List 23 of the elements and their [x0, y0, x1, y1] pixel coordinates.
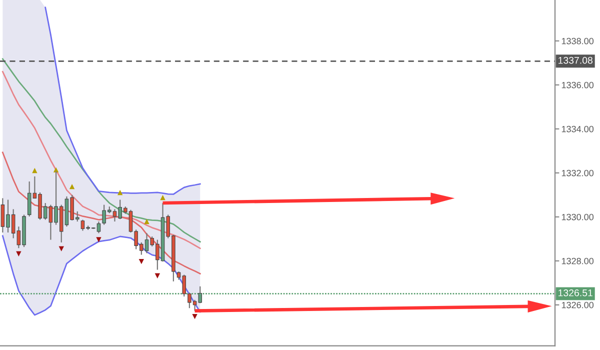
point	[192, 314, 198, 320]
ref-line-label: 1337.08	[558, 56, 592, 64]
point	[96, 237, 102, 242]
ref-line-label: 1326.51	[558, 289, 592, 296]
line-series	[2, 152, 201, 274]
point	[138, 258, 144, 264]
point	[16, 251, 22, 256]
line-series	[44, 6, 201, 195]
y-tick-label: 1338.00	[562, 38, 594, 44]
point	[58, 246, 64, 252]
point	[53, 167, 59, 172]
point	[117, 190, 123, 196]
point	[32, 168, 38, 174]
point	[160, 194, 166, 200]
point	[154, 273, 160, 278]
y-tick-label: 1336.00	[562, 82, 594, 88]
y-tick-label: 1328.00	[562, 258, 594, 264]
point	[144, 218, 150, 224]
point	[69, 184, 75, 190]
y-tick-label: 1332.00	[562, 170, 594, 176]
y-tick-label: 1326.00	[562, 302, 594, 308]
y-tick-label: 1330.00	[562, 214, 594, 220]
y-tick-label: 1334.00	[562, 126, 594, 132]
